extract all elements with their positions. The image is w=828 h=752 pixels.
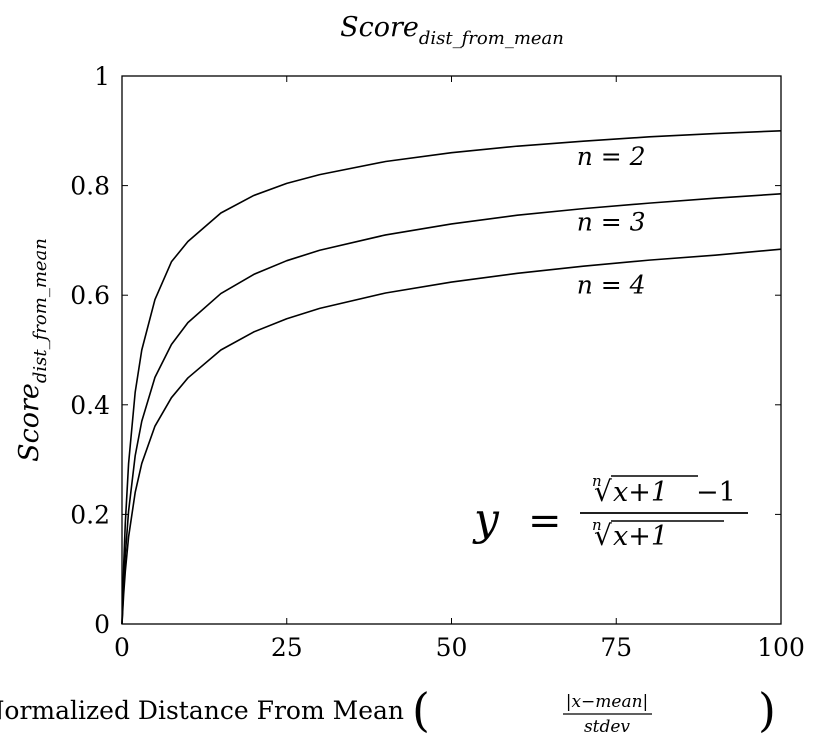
y-tick-label: 0.4: [70, 391, 110, 420]
formula-den-index: n: [592, 516, 602, 534]
formula-num-radical: √: [594, 475, 612, 508]
series-line-n4: [121, 248, 782, 625]
x-tick-label: 25: [271, 633, 303, 662]
y-tick-label: 0.2: [70, 500, 110, 529]
formula-num-radicand: x+1: [613, 477, 668, 508]
y-axis-label-sub: dist_from_mean: [30, 238, 51, 383]
series-line-n3: [121, 193, 782, 625]
series-label-n4: n = 4: [577, 271, 646, 300]
y-axis-label-main: Score: [14, 383, 45, 462]
chart-title-main: Score: [340, 12, 419, 43]
formula-den-radicand: x+1: [613, 521, 668, 552]
x-tick-label: 75: [600, 633, 632, 662]
tick-labels: 0 25 50 75 100 0 0.2 0.4 0.6 0.8 1: [70, 62, 805, 662]
x-axis-label-open-paren: (: [412, 683, 430, 737]
formula-annotation: y = n √ x+1 −1 n √ x+1: [472, 472, 748, 552]
x-tick-label: 50: [436, 633, 468, 662]
series-lines: [121, 130, 782, 625]
x-tick-label: 100: [757, 633, 805, 662]
formula-equals: =: [528, 498, 562, 544]
x-axis-label-frac-num: |x−mean|: [566, 692, 649, 712]
chart-title-sub: dist_from_mean: [419, 28, 564, 49]
y-axis-label: Scoredist_from_mean: [14, 238, 51, 462]
x-axis-label-close-paren: ): [758, 683, 776, 737]
y-tick-label: 0: [94, 610, 110, 639]
x-tick-label: 0: [114, 633, 130, 662]
y-tick-label: 0.8: [70, 172, 110, 201]
formula-num-index: n: [592, 472, 602, 490]
formula-num-rest: −1: [696, 477, 736, 508]
formula-den-radical: √: [594, 519, 612, 552]
chart-title: Scoredist_from_mean: [340, 12, 564, 49]
series-label-n2: n = 2: [577, 142, 646, 171]
formula-lhs: y: [472, 494, 500, 545]
series-labels: n = 2 n = 3 n = 4: [577, 142, 646, 300]
x-axis-label: Normalized Distance From Mean ( |x−mean|…: [0, 683, 776, 737]
series-label-n3: n = 3: [577, 208, 646, 237]
x-axis-label-frac-den: stdev: [584, 717, 630, 737]
y-tick-label: 0.6: [70, 281, 110, 310]
y-tick-label: 1: [94, 62, 110, 91]
x-axis-label-text: Normalized Distance From Mean: [0, 696, 404, 725]
series-line-n2: [121, 130, 782, 625]
